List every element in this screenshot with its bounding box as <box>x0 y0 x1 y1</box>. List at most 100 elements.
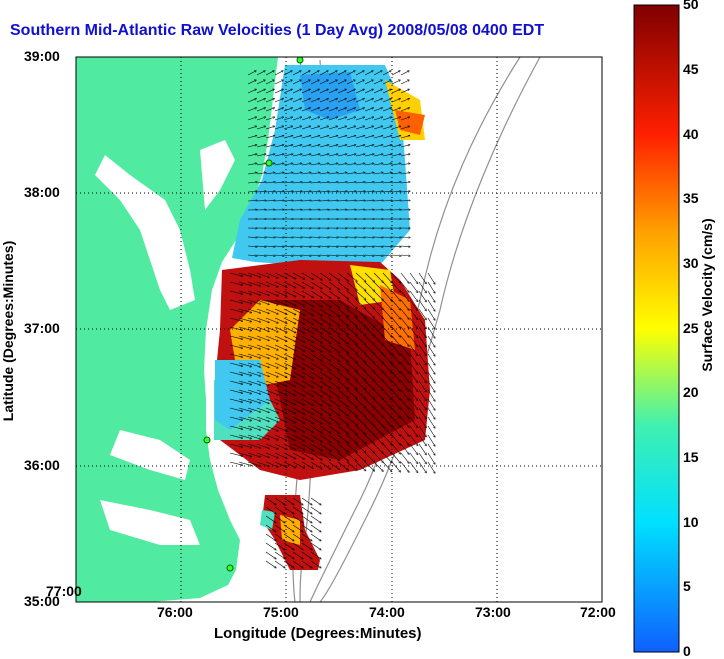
velocity-arrow <box>346 80 355 85</box>
velocity-arrow <box>310 524 321 532</box>
velocity-arrow <box>364 108 373 112</box>
velocity-arrow <box>427 317 435 329</box>
colorbar-tick: 10 <box>683 514 699 530</box>
velocity-arrow <box>310 326 322 334</box>
velocity-arrow <box>265 246 275 247</box>
velocity-arrow <box>427 416 435 428</box>
velocity-arrow <box>382 299 392 310</box>
velocity-arrow <box>247 272 260 277</box>
velocity-arrow <box>328 191 338 192</box>
velocity-arrow <box>427 389 435 401</box>
velocity-arrow <box>382 398 392 409</box>
velocity-arrow <box>427 407 435 419</box>
velocity-arrow <box>346 443 357 452</box>
velocity-arrow <box>391 443 400 454</box>
velocity-arrow <box>382 407 392 418</box>
velocity-arrow <box>265 317 278 323</box>
velocity-arrow <box>409 452 418 464</box>
velocity-arrow <box>256 317 269 323</box>
velocity-arrow <box>337 281 348 290</box>
velocity-arrow <box>355 80 364 85</box>
velocity-arrow <box>400 173 410 175</box>
velocity-arrow <box>310 272 322 280</box>
velocity-arrow <box>265 308 278 314</box>
velocity-arrow <box>427 353 435 365</box>
velocity-arrow <box>265 182 275 183</box>
velocity-arrow <box>310 335 322 343</box>
velocity-arrow <box>247 425 260 430</box>
velocity-arrow <box>274 99 283 103</box>
velocity-arrow <box>238 272 252 277</box>
velocity-arrow <box>355 362 366 372</box>
velocity-arrow <box>355 182 365 183</box>
velocity-arrow <box>364 71 373 76</box>
velocity-arrow <box>247 326 260 331</box>
velocity-arrow <box>400 353 409 364</box>
velocity-arrow <box>346 173 356 175</box>
velocity-arrow <box>283 255 293 256</box>
velocity-arrow <box>283 299 296 306</box>
velocity-arrow <box>346 326 357 335</box>
velocity-arrow <box>229 290 243 294</box>
velocity-arrow <box>310 551 321 559</box>
velocity-arrow <box>274 145 284 148</box>
velocity-arrow <box>364 89 373 94</box>
velocity-arrow <box>238 407 252 412</box>
velocity-arrow <box>319 145 329 148</box>
velocity-arrow <box>301 108 310 112</box>
velocity-arrow <box>346 371 357 380</box>
velocity-arrow <box>283 398 296 405</box>
velocity-arrow <box>310 281 322 289</box>
velocity-arrow <box>337 344 348 353</box>
velocity-arrow <box>319 281 331 289</box>
velocity-arrow <box>355 145 365 148</box>
velocity-arrow <box>265 344 278 350</box>
velocity-arrow <box>364 191 374 192</box>
velocity-arrow <box>355 290 366 300</box>
velocity-arrow <box>409 272 418 284</box>
velocity-arrow <box>427 461 435 473</box>
velocity-arrow <box>256 126 266 130</box>
velocity-arrow <box>310 308 322 316</box>
velocity-arrow <box>256 80 265 85</box>
velocity-arrow <box>400 425 409 436</box>
velocity-arrow <box>301 515 312 523</box>
x-tick: 72:00 <box>580 604 616 620</box>
velocity-arrow <box>346 389 357 398</box>
velocity-arrow <box>418 317 426 329</box>
velocity-arrow <box>409 335 418 347</box>
velocity-arrow <box>256 362 269 368</box>
velocity-arrow <box>373 117 383 121</box>
velocity-arrow <box>292 560 303 568</box>
velocity-arrow <box>274 136 284 139</box>
velocity-arrow <box>391 99 400 103</box>
velocity-arrow <box>319 71 328 76</box>
velocity-arrow <box>238 317 252 322</box>
velocity-arrow <box>364 136 374 139</box>
velocity-arrow <box>319 173 329 175</box>
velocity-arrow <box>301 371 313 379</box>
velocity-arrow <box>283 182 293 183</box>
velocity-arrow <box>319 308 331 316</box>
velocity-arrow <box>328 290 340 299</box>
velocity-arrow <box>418 416 426 428</box>
velocity-arrow <box>283 353 296 360</box>
velocity-arrow <box>337 80 346 85</box>
velocity-arrow <box>283 362 296 369</box>
velocity-arrow <box>265 272 278 278</box>
velocity-arrow <box>382 136 392 139</box>
velocity-arrow <box>364 452 374 462</box>
velocity-arrow <box>292 163 302 166</box>
velocity-arrow <box>373 71 382 76</box>
velocity-arrow <box>391 126 401 130</box>
velocity-arrow <box>247 434 260 439</box>
velocity-arrow <box>301 136 311 139</box>
velocity-arrow <box>355 246 365 247</box>
velocity-arrow <box>400 326 409 337</box>
velocity-arrow <box>328 255 338 256</box>
velocity-arrow <box>310 506 321 514</box>
velocity-arrow <box>373 237 383 238</box>
velocity-arrow <box>409 308 418 320</box>
velocity-arrow <box>346 362 357 371</box>
velocity-arrow <box>292 398 305 405</box>
